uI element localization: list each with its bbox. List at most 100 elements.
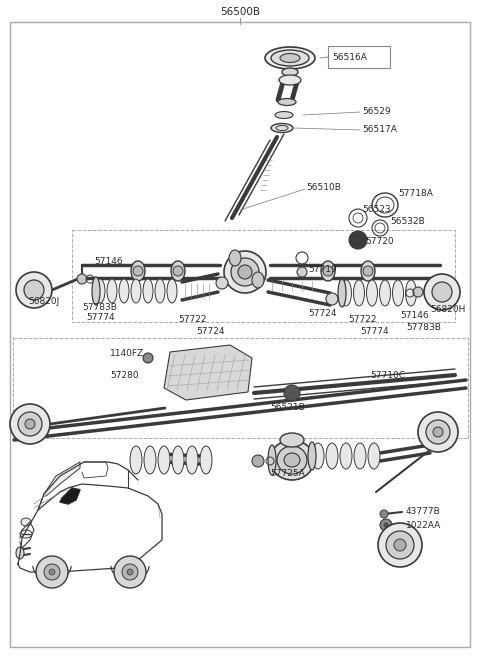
Text: 57783B: 57783B [82,302,117,311]
Ellipse shape [279,75,301,85]
Circle shape [25,419,35,429]
Text: 57280: 57280 [110,371,139,380]
Ellipse shape [119,279,129,303]
Ellipse shape [144,446,156,474]
Ellipse shape [16,547,24,559]
Text: 57774: 57774 [86,313,115,323]
Bar [72,230,455,322]
Ellipse shape [158,446,170,474]
Ellipse shape [353,280,364,306]
Circle shape [394,539,406,551]
Ellipse shape [155,279,165,303]
Ellipse shape [280,53,300,62]
Ellipse shape [275,112,293,118]
Ellipse shape [131,279,141,303]
Bar [328,46,390,68]
Ellipse shape [361,261,375,281]
Circle shape [349,231,367,249]
Text: 56517A: 56517A [362,124,397,133]
Text: 57724: 57724 [308,309,336,317]
Text: 1022AA: 1022AA [406,520,441,530]
Circle shape [24,280,44,300]
Text: 56510B: 56510B [306,183,341,193]
Ellipse shape [277,446,307,474]
Circle shape [114,556,146,588]
Text: 56500B: 56500B [220,7,260,17]
Circle shape [44,564,60,580]
Text: 57146: 57146 [400,311,429,321]
Ellipse shape [326,293,338,305]
Ellipse shape [297,267,307,277]
Ellipse shape [367,280,377,306]
Ellipse shape [172,446,184,474]
Text: 57722: 57722 [348,315,376,325]
Circle shape [380,510,388,518]
Text: 57146: 57146 [94,258,122,267]
Ellipse shape [354,443,366,469]
Circle shape [418,412,458,452]
Polygon shape [60,488,80,504]
Text: 56820J: 56820J [28,298,59,307]
Polygon shape [44,462,80,496]
Ellipse shape [280,433,304,447]
Circle shape [36,556,68,588]
Ellipse shape [312,443,324,469]
Circle shape [173,266,183,276]
Ellipse shape [130,446,142,474]
Text: 43777B: 43777B [406,507,441,516]
Ellipse shape [265,47,315,69]
Ellipse shape [271,50,309,66]
Ellipse shape [216,277,228,289]
Ellipse shape [200,446,212,474]
Text: 57720: 57720 [365,237,394,246]
Circle shape [384,523,388,527]
Circle shape [127,569,133,575]
Text: 1140FZ: 1140FZ [110,348,144,357]
Text: 57774: 57774 [360,327,389,336]
Circle shape [49,569,55,575]
Ellipse shape [326,443,338,469]
Circle shape [284,385,300,401]
Text: 57710C: 57710C [370,371,405,380]
Text: 57719: 57719 [308,265,337,275]
Ellipse shape [224,251,266,293]
Circle shape [378,523,422,567]
Ellipse shape [338,279,346,307]
Ellipse shape [282,68,298,76]
Ellipse shape [238,265,252,279]
Circle shape [77,274,87,284]
Ellipse shape [284,453,300,467]
Ellipse shape [393,280,404,306]
Ellipse shape [406,280,417,306]
Ellipse shape [380,280,391,306]
Ellipse shape [252,272,264,288]
Ellipse shape [95,279,105,303]
Circle shape [380,519,392,531]
Text: 56521B: 56521B [270,403,305,413]
Text: 56523: 56523 [362,206,391,214]
Circle shape [18,412,42,436]
Circle shape [16,272,52,308]
Text: 57725A: 57725A [270,470,305,478]
Text: 56820H: 56820H [430,306,466,315]
Ellipse shape [340,280,351,306]
Circle shape [386,531,414,559]
Ellipse shape [340,443,352,469]
Ellipse shape [143,279,153,303]
Ellipse shape [229,250,241,266]
Text: 57722: 57722 [178,315,206,325]
Circle shape [323,266,333,276]
Ellipse shape [268,445,276,475]
Ellipse shape [368,443,380,469]
Text: 57718A: 57718A [398,189,433,198]
Ellipse shape [308,442,316,470]
Text: 56529: 56529 [362,106,391,116]
Circle shape [413,287,423,297]
Circle shape [10,404,50,444]
Ellipse shape [271,124,293,133]
Circle shape [133,266,143,276]
Ellipse shape [186,446,198,474]
Ellipse shape [92,277,100,305]
Circle shape [433,427,443,437]
Ellipse shape [21,518,31,526]
